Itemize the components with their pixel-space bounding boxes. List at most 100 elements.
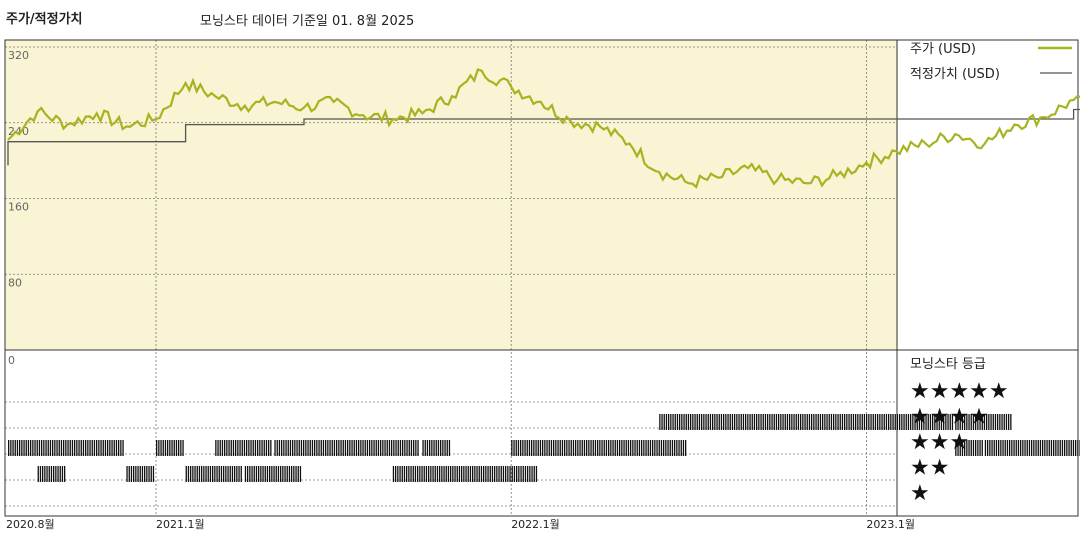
rating-bar-tick bbox=[993, 440, 995, 456]
rating-bar-tick bbox=[1048, 440, 1050, 456]
rating-bar-tick bbox=[58, 440, 60, 456]
rating-bar-tick bbox=[736, 414, 738, 430]
rating-bar-tick bbox=[1077, 440, 1079, 456]
rating-bar-tick bbox=[603, 440, 605, 456]
rating-bar-tick bbox=[987, 440, 989, 456]
rating-bar-tick bbox=[160, 440, 162, 456]
rating-range-3-stars bbox=[984, 440, 1080, 456]
rating-bar-tick bbox=[452, 466, 454, 482]
rating-bar-tick bbox=[16, 440, 19, 456]
rating-bar-tick bbox=[399, 466, 401, 482]
rating-bar-tick bbox=[296, 440, 298, 456]
rating-bar-tick bbox=[1009, 440, 1011, 456]
rating-bar-tick bbox=[720, 414, 723, 430]
rating-bar-tick bbox=[758, 414, 760, 430]
rating-bar-tick bbox=[1006, 440, 1009, 456]
legend-fair-value-label: 적정가치 (USD) bbox=[910, 67, 1000, 82]
rating-bar-tick bbox=[39, 466, 42, 482]
rating-bar-tick bbox=[972, 440, 975, 456]
rating-bar-tick bbox=[520, 440, 522, 456]
rating-bar-tick bbox=[436, 466, 439, 482]
rating-bar-tick bbox=[800, 414, 802, 430]
rating-range-3-stars bbox=[511, 440, 687, 456]
rating-bar-tick bbox=[505, 466, 507, 482]
rating-bar-tick bbox=[773, 414, 775, 430]
rating-bar-tick bbox=[209, 466, 212, 482]
rating-bar-tick bbox=[442, 440, 444, 456]
rating-bar-tick bbox=[444, 440, 446, 456]
rating-bar-tick bbox=[254, 440, 257, 456]
rating-bar-tick bbox=[502, 466, 505, 482]
rating-bar-tick bbox=[299, 466, 302, 482]
rating-bar-tick bbox=[513, 466, 516, 482]
rating-bar-tick bbox=[298, 440, 300, 456]
rating-bar-tick bbox=[227, 466, 229, 482]
rating-bar-tick bbox=[104, 440, 107, 456]
rating-bar-tick bbox=[431, 440, 433, 456]
rating-bar-tick bbox=[333, 440, 336, 456]
rating-bar-tick bbox=[260, 466, 262, 482]
rating-range-2-stars bbox=[126, 466, 155, 482]
rating-bar-tick bbox=[990, 414, 992, 430]
price-panel-background bbox=[5, 40, 898, 350]
rating-bar-tick bbox=[961, 440, 964, 456]
rating-bar-tick bbox=[244, 466, 247, 482]
rating-bar-tick bbox=[286, 466, 288, 482]
rating-bar-tick bbox=[742, 414, 745, 430]
rating-bar-tick bbox=[806, 414, 808, 430]
rating-bar-tick bbox=[822, 414, 824, 430]
rating-bar-tick bbox=[23, 440, 25, 456]
rating-bar-tick bbox=[778, 414, 780, 430]
rating-bar-tick bbox=[1000, 440, 1002, 456]
rating-bar-tick bbox=[725, 414, 727, 430]
rating-bar-tick bbox=[478, 466, 480, 482]
rating-bar-tick bbox=[756, 414, 758, 430]
rating-bar-tick bbox=[173, 440, 175, 456]
rating-bar-tick bbox=[1057, 440, 1059, 456]
rating-bar-tick bbox=[669, 440, 671, 456]
rating-bar-tick bbox=[65, 440, 67, 456]
rating-bar-tick bbox=[977, 440, 979, 456]
rating-bar-tick bbox=[951, 414, 954, 430]
rating-bar-tick bbox=[694, 414, 696, 430]
rating-bar-tick bbox=[572, 440, 575, 456]
y-tick-label: 0 bbox=[8, 354, 15, 367]
rating-bar-tick bbox=[217, 440, 219, 456]
rating-bar-tick bbox=[932, 414, 934, 430]
rating-bar-tick bbox=[649, 440, 652, 456]
rating-bar-tick bbox=[940, 414, 943, 430]
rating-bar-tick bbox=[912, 414, 914, 430]
rating-bar-tick bbox=[500, 466, 502, 482]
rating-bar-tick bbox=[881, 414, 883, 430]
rating-bar-tick bbox=[599, 440, 601, 456]
rating-bar-tick bbox=[529, 466, 531, 482]
rating-bar-tick bbox=[531, 466, 533, 482]
rating-bar-tick bbox=[588, 440, 590, 456]
rating-bar-tick bbox=[925, 414, 927, 430]
rating-bar-tick bbox=[817, 414, 819, 430]
rating-bar-tick bbox=[261, 440, 263, 456]
rating-bar-tick bbox=[989, 440, 991, 456]
rating-bar-tick bbox=[767, 414, 769, 430]
rating-bar-tick bbox=[408, 466, 410, 482]
rating-bar-tick bbox=[406, 440, 408, 456]
rating-bar-tick bbox=[709, 414, 712, 430]
rating-bar-tick bbox=[1015, 440, 1017, 456]
rating-bar-tick bbox=[382, 440, 384, 456]
rating-bar-tick bbox=[1031, 440, 1033, 456]
rating-bar-tick bbox=[36, 440, 38, 456]
rating-bar-tick bbox=[605, 440, 608, 456]
rating-bar-tick bbox=[685, 440, 687, 456]
rating-bar-tick bbox=[107, 440, 109, 456]
rating-bar-tick bbox=[100, 440, 102, 456]
rating-bar-tick bbox=[373, 440, 375, 456]
rating-bar-tick bbox=[992, 414, 994, 430]
rating-bar-tick bbox=[458, 466, 461, 482]
rating-bar-tick bbox=[448, 440, 451, 456]
rating-bar-tick bbox=[570, 440, 572, 456]
rating-bar-tick bbox=[265, 440, 268, 456]
rating-bar-tick bbox=[395, 440, 397, 456]
rating-bar-tick bbox=[48, 466, 50, 482]
rating-bar-tick bbox=[511, 440, 513, 456]
rating-bar-tick bbox=[961, 414, 964, 430]
